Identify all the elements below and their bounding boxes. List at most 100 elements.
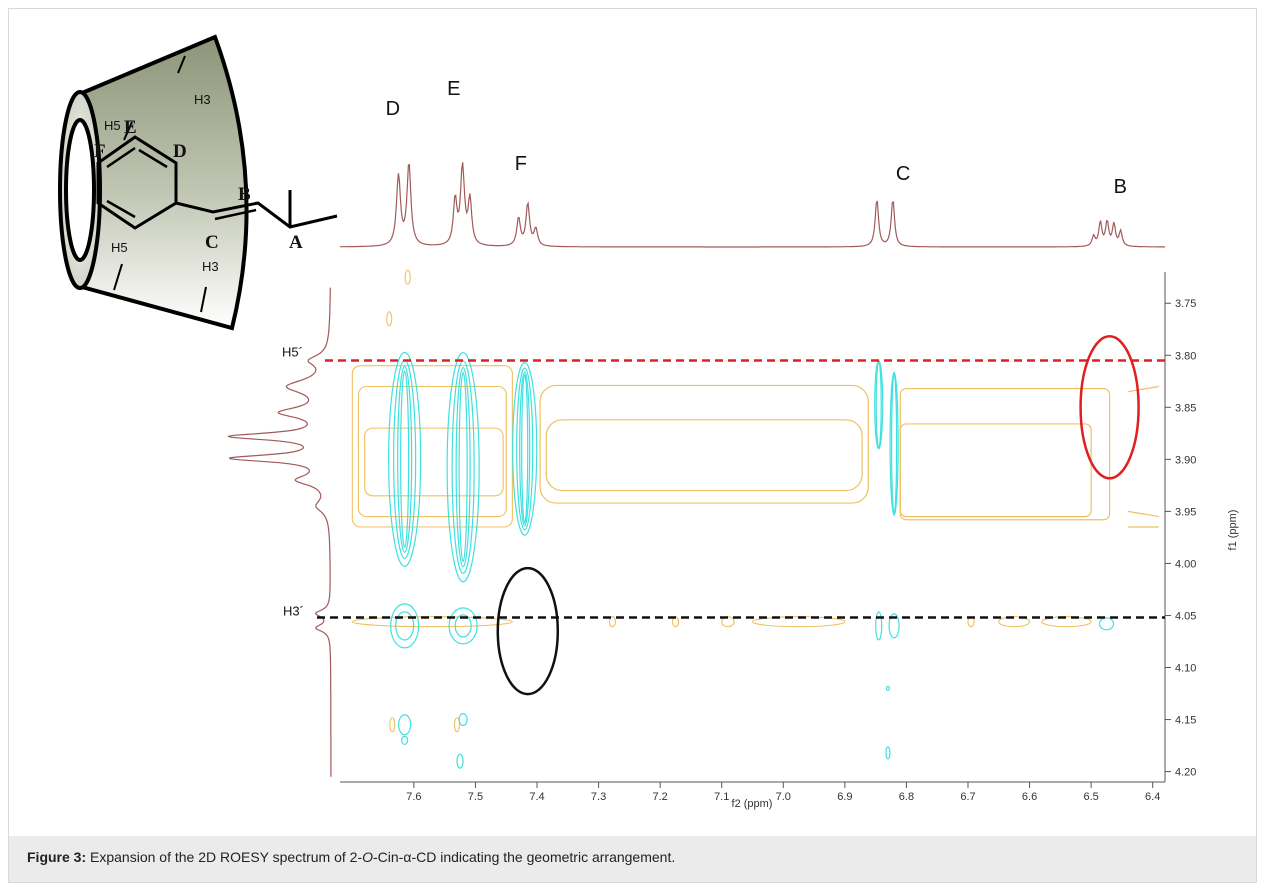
caption-label: Figure 3: <box>27 849 87 865</box>
peak-label-B: B <box>1114 176 1127 198</box>
x-tick-label: 7.4 <box>529 791 544 803</box>
negative-contour-column <box>516 367 534 531</box>
positive-contour-box <box>539 384 869 504</box>
y-tick-label: 4.05 <box>1175 610 1196 622</box>
label-F: F <box>94 141 106 162</box>
negative-contour-blob <box>885 746 891 760</box>
negative-contour-blob <box>398 714 412 736</box>
label-A: A <box>289 232 303 253</box>
y-axis-title: f1 (ppm) <box>1227 510 1239 551</box>
negative-contour-blob <box>448 607 478 645</box>
y-tick-label: 4.20 <box>1175 767 1196 779</box>
negative-contour-blob <box>1098 617 1115 631</box>
positive-contour-blob <box>386 311 393 327</box>
positive-contour-blob <box>389 717 396 733</box>
negative-contour-column <box>451 360 475 574</box>
x-tick-label: 6.9 <box>837 791 852 803</box>
negative-contour-blob <box>888 613 900 639</box>
contour-layer <box>351 269 1159 769</box>
y-tick-label: 4.15 <box>1175 715 1196 727</box>
negative-contour-column <box>388 351 422 567</box>
negative-contour-column <box>455 367 471 568</box>
marker-layer: H5´ H3´ <box>282 335 1165 696</box>
h3-bottom-label: H3 <box>202 259 219 274</box>
positive-contour-streak <box>608 616 616 628</box>
red-annotation-ellipse <box>1079 335 1140 480</box>
negative-contour-column <box>519 371 531 527</box>
y-axis-ticks: 3.75 3.80 3.85 3.90 3.95 4.00 4.05 4.10 4.15 4.20 <box>1165 298 1196 779</box>
h5-top-label: H5 <box>104 118 121 133</box>
h3-top-tick <box>177 55 186 74</box>
negative-contour-blob <box>395 611 415 641</box>
double-bond-line <box>214 208 257 221</box>
f1-projection-trace <box>227 287 332 777</box>
h5-bottom-label: H5 <box>111 240 128 255</box>
benzene-inner-bond-3 <box>106 199 136 219</box>
y-tick-label: 4.10 <box>1175 663 1196 675</box>
x-tick-label: 7.5 <box>468 791 483 803</box>
y-tick-label: 3.90 <box>1175 454 1196 466</box>
negative-contour-blob <box>454 614 472 638</box>
negative-contour-column <box>400 370 410 549</box>
positive-contour-box <box>899 423 1092 518</box>
benzene-inner-bond-1 <box>106 146 136 169</box>
negative-contour-column <box>521 374 529 524</box>
black-annotation-ellipse <box>496 566 560 696</box>
negative-contour-column <box>889 371 899 516</box>
propenoyl-chain <box>175 201 338 229</box>
negative-contour-blob <box>458 712 468 727</box>
positive-contour-box <box>899 387 1111 521</box>
y-tick-label: 3.80 <box>1175 350 1196 362</box>
caption-bar: Figure 3: Expansion of the 2D ROESY spec… <box>9 836 1256 882</box>
negative-contour-column <box>891 373 898 514</box>
negative-contour-column <box>875 361 882 449</box>
h3-prime-label: H3´ <box>283 604 304 619</box>
x-tick-label: 6.7 <box>960 791 975 803</box>
negative-contour-column <box>397 365 413 553</box>
positive-contour-region <box>364 427 504 497</box>
trace-layer <box>227 162 1165 777</box>
positive-contour-blob <box>404 269 411 285</box>
peak-label-E: E <box>447 78 460 100</box>
label-E: E <box>124 117 137 138</box>
label-B: B <box>238 184 251 205</box>
x-tick-label: 6.5 <box>1083 791 1098 803</box>
peak-label-C: C <box>896 163 910 185</box>
figure-caption: Figure 3: Expansion of the 2D ROESY spec… <box>27 849 675 865</box>
caption-italic: O <box>362 849 374 865</box>
cone-body <box>80 34 249 331</box>
x-tick-label: 7.6 <box>406 791 421 803</box>
negative-contour-blob <box>456 753 464 769</box>
positive-contour-region <box>351 365 513 528</box>
negative-contour-blob <box>885 685 891 691</box>
peak-label-F: F <box>515 153 527 175</box>
positive-contour-streak <box>1041 616 1092 628</box>
positive-contour-box <box>545 419 863 492</box>
positive-contour-blob <box>453 717 461 733</box>
x-tick-label: 7.2 <box>653 791 668 803</box>
x-tick-label: 7.1 <box>714 791 729 803</box>
negative-contour-column <box>512 362 538 536</box>
positive-contour-region <box>357 385 507 518</box>
positive-contour-streak <box>351 616 513 628</box>
x-axis-title: f2 (ppm) <box>732 798 773 810</box>
peak-label-layer: D E F C B <box>386 78 1127 198</box>
x-tick-label: 6.8 <box>899 791 914 803</box>
positive-contour-streak <box>998 616 1031 628</box>
y-tick-label: 3.85 <box>1175 402 1196 414</box>
benzene-ring <box>96 135 178 230</box>
benzene-inner-bond-2 <box>138 148 168 169</box>
caption-text-2: -Cin-α-CD indicating the geometric arran… <box>373 849 676 865</box>
peak-label-D: D <box>386 98 400 120</box>
caption-text-1: Expansion of the 2D ROESY spectrum of 2- <box>86 849 363 865</box>
negative-contour-column <box>446 351 480 583</box>
h3-top-label: H3 <box>194 92 211 107</box>
roesy-chart: 7.6 7.5 7.4 7.3 7.2 7.1 7.0 6.9 6.8 6.7 6.6 6.5 6.4 … <box>227 78 1239 810</box>
x-tick-label: 7.3 <box>591 791 606 803</box>
h5-bottom-tick <box>113 263 123 291</box>
h5-top-tick <box>123 121 133 141</box>
cyclodextrin-structure-diagram: H3 H5 E F D B C A H5 H3 <box>58 34 338 331</box>
x-axis-ticks: 7.6 7.5 7.4 7.3 7.2 7.1 7.0 6.9 6.8 6.7 6.6 6.5 6.4 <box>406 782 1160 803</box>
label-D: D <box>173 141 187 162</box>
